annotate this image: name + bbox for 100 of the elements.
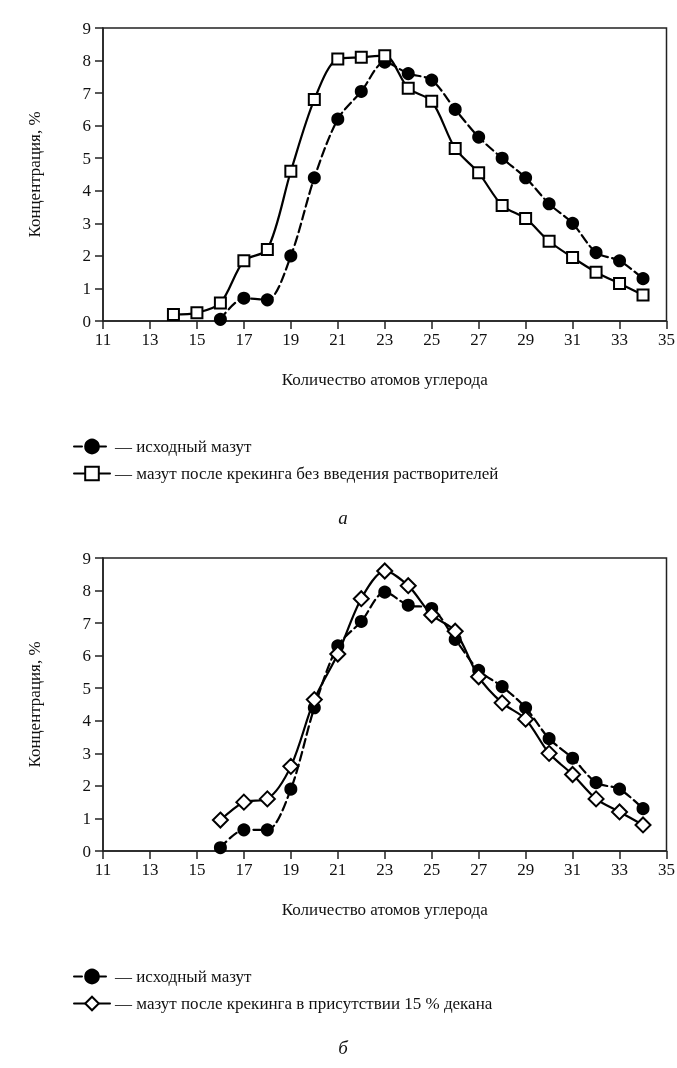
point (446, 622, 464, 640)
point (354, 614, 368, 628)
point (211, 811, 229, 829)
x-tick-label: 11 (94, 330, 112, 349)
x-tick-label: 27 (470, 860, 488, 879)
point (519, 701, 533, 715)
point (566, 216, 580, 230)
y-tick-label: 5 (82, 148, 91, 168)
y-tick-label: 3 (82, 213, 91, 233)
point (493, 694, 511, 712)
point (519, 171, 533, 185)
x-tick-label: 11 (94, 860, 112, 879)
point (542, 234, 556, 248)
y-tick-label: 8 (82, 581, 91, 601)
point (282, 757, 300, 775)
x-tick-label: 33 (611, 860, 629, 879)
x-tick-label: 29 (517, 330, 535, 349)
y-tick-label: 1 (82, 808, 91, 828)
point (213, 296, 227, 310)
point (589, 246, 603, 260)
point (448, 141, 462, 155)
point (260, 242, 274, 256)
x-axis-title: Количество атомов углерода (281, 370, 489, 389)
x-tick-label: 29 (517, 860, 535, 879)
point (284, 249, 298, 263)
point (237, 254, 251, 268)
point (258, 790, 276, 808)
point (354, 84, 368, 98)
x-tick-label: 19 (282, 330, 300, 349)
y-tick-label: 4 (82, 711, 92, 731)
y-tick-label: 7 (82, 613, 92, 633)
point (401, 67, 415, 81)
point (260, 823, 274, 837)
x-tick-label: 27 (470, 330, 488, 349)
y-axis-title: Концентрация, % (25, 111, 44, 238)
point (470, 668, 488, 686)
x-tick-label: 19 (282, 860, 300, 879)
point (540, 744, 558, 762)
point (472, 166, 486, 180)
y-tick-label: 3 (82, 743, 91, 763)
point (587, 790, 605, 808)
x-tick-label: 31 (564, 330, 582, 349)
point (472, 130, 486, 144)
point (613, 277, 627, 291)
x-tick-label: 35 (658, 330, 675, 349)
legend-label: — исходный мазут (114, 967, 253, 986)
legend-label: — исходный мазут (114, 437, 253, 456)
point (634, 816, 652, 834)
y-axis-title: Концентрация, % (25, 641, 44, 768)
legend-label: — мазут после крекинга в присутствии 15 % декана (114, 994, 493, 1013)
x-tick-label: 33 (611, 330, 629, 349)
text: б (338, 1037, 350, 1058)
point (401, 598, 415, 612)
x-tick-label: 25 (423, 860, 441, 879)
y-tick-label: 0 (82, 311, 91, 331)
point (566, 751, 580, 765)
y-tick-label: 6 (82, 116, 91, 136)
point (354, 50, 368, 64)
x-tick-label: 25 (423, 330, 441, 349)
point (589, 776, 603, 790)
point (213, 841, 227, 855)
point (495, 680, 509, 694)
point (448, 102, 462, 116)
x-tick-label: 21 (329, 330, 347, 349)
point (401, 81, 415, 95)
x-axis-title: Количество атомов углерода (281, 900, 489, 919)
x-tick-label: 31 (564, 860, 582, 879)
x-tick-label: 15 (188, 330, 206, 349)
point (636, 272, 650, 286)
point (613, 782, 627, 796)
point (237, 823, 251, 837)
point (425, 94, 439, 108)
point (519, 211, 533, 225)
point (636, 802, 650, 816)
point (307, 171, 321, 185)
y-tick-label: 9 (82, 18, 91, 38)
y-tick-label: 4 (82, 181, 92, 201)
text: а (338, 507, 348, 528)
point (542, 197, 556, 211)
point (307, 93, 321, 107)
point (495, 198, 509, 212)
point (399, 577, 417, 595)
point (542, 732, 556, 746)
x-tick-label: 23 (376, 860, 394, 879)
point (564, 765, 582, 783)
point (166, 307, 180, 321)
x-tick-label: 17 (235, 860, 253, 879)
y-tick-label: 8 (82, 51, 91, 71)
y-tick-label: 0 (82, 841, 91, 861)
x-tick-label: 15 (188, 860, 206, 879)
x-tick-label: 13 (141, 330, 159, 349)
point (589, 265, 603, 279)
point (636, 288, 650, 302)
y-tick-label: 2 (82, 246, 91, 266)
x-tick-label: 13 (141, 860, 159, 879)
point (331, 112, 345, 126)
y-tick-label: 7 (82, 83, 92, 103)
y-tick-label: 1 (82, 278, 91, 298)
point (566, 251, 580, 265)
y-tick-label: 9 (82, 548, 91, 568)
